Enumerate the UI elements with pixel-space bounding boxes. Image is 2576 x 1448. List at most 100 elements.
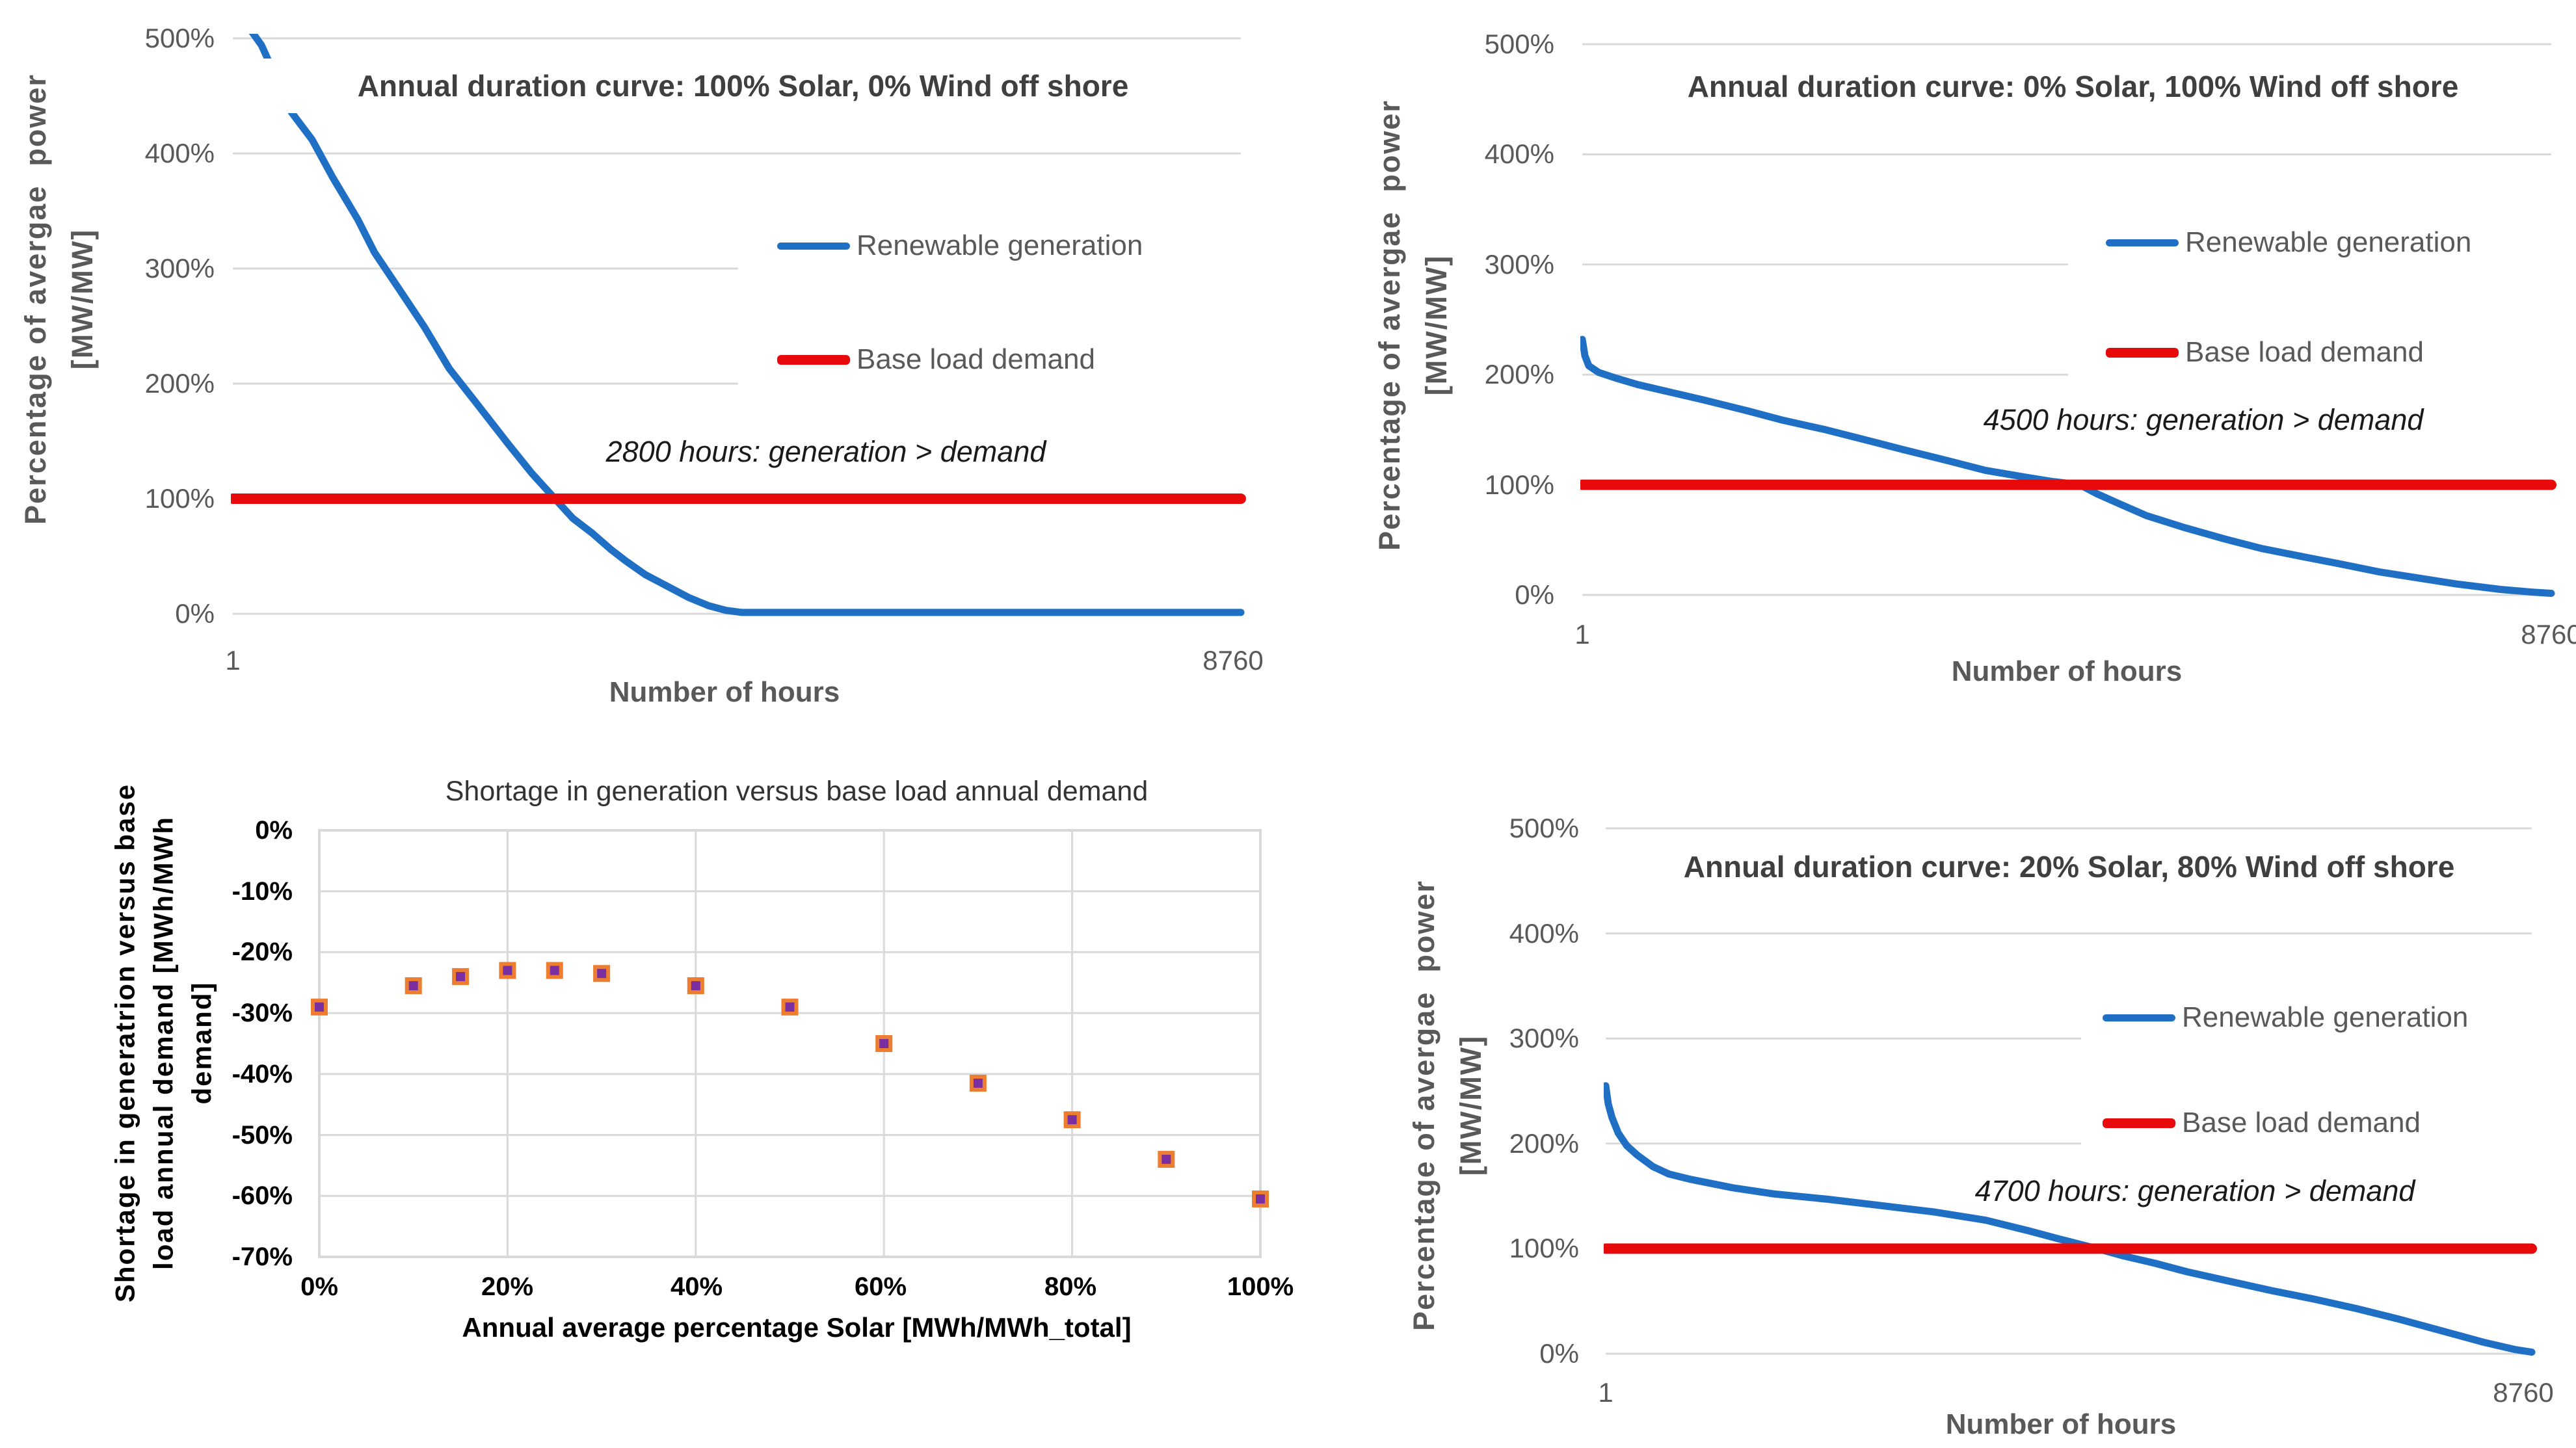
chart-canvas — [311, 829, 1269, 1258]
y-axis-title-line: [MW/MW] — [66, 228, 99, 370]
y-tick-label: -10% — [232, 877, 293, 906]
y-axis-title: Percentage of avergae power [MW/MW] — [1366, 99, 1460, 551]
y-tick-label: 200% — [1484, 359, 1554, 389]
legend-item-renewable: Renewable generation — [2103, 997, 2468, 1038]
y-tick-label: 0% — [255, 816, 293, 845]
y-tick-label: 300% — [1484, 249, 1554, 280]
series-renewable-generation — [1604, 1082, 2536, 1356]
legend-item-baseload: Base load demand — [2106, 332, 2424, 373]
y-tick-label: 400% — [144, 138, 215, 168]
chart-title: Shortage in generation versus base load … — [445, 776, 1149, 807]
annotation-hours-threshold: 4700 hours: generation > demand — [1974, 1174, 2415, 1207]
annotation-hours-threshold: 2800 hours: generation > demand — [605, 435, 1046, 468]
y-tick-label: 100% — [1509, 1233, 1579, 1263]
scatter-marker — [687, 977, 704, 994]
legend-label: Renewable generation — [2182, 1001, 2469, 1033]
scatter-marker — [969, 1074, 987, 1092]
scatter-marker — [593, 965, 611, 982]
y-axis-title-line: Percentage of avergae power — [1407, 880, 1441, 1331]
x-tick-label: 40% — [670, 1272, 723, 1301]
renewable-line-swatch — [2106, 239, 2179, 246]
scatter-marker — [1158, 1151, 1175, 1168]
y-axis-title-line: Percentage of avergae power — [19, 73, 52, 525]
annotation-hours-threshold: 4500 hours: generation > demand — [1983, 403, 2424, 436]
x-tick-label: 0% — [300, 1272, 338, 1301]
series-renewable-generation — [1580, 336, 2555, 597]
x-tick-label: 100% — [1227, 1272, 1294, 1301]
y-tick-label: 500% — [1509, 813, 1579, 843]
scatter-marker — [1063, 1111, 1081, 1129]
legend-label: Base load demand — [2185, 336, 2424, 368]
legend-label: Base load demand — [2182, 1107, 2421, 1139]
y-axis-title: Percentage of avergae power [MW/MW] — [12, 73, 106, 525]
legend-item-baseload: Base load demand — [777, 339, 1095, 380]
x-tick-label: 1 — [1598, 1377, 1613, 1408]
x-tick-label: 1 — [225, 645, 241, 676]
legend-item-baseload: Base load demand — [2103, 1103, 2421, 1143]
y-axis-title-line: Shortage in generatrion versus base — [109, 783, 140, 1303]
scatter-marker — [405, 977, 422, 994]
x-tick-label: 20% — [481, 1272, 534, 1301]
y-tick-label: 0% — [1539, 1338, 1579, 1369]
legend-item-renewable: Renewable generation — [777, 226, 1143, 266]
y-tick-label: 100% — [1484, 469, 1554, 500]
legend: Renewable generation Base load demand — [2081, 982, 2532, 1164]
chart-solar-100: 500% 400% 300% 200% 100% 0% Renewable ge… — [0, 0, 1288, 722]
y-axis-title: Percentage of avergae power [MW/MW] — [1401, 880, 1494, 1331]
y-tick-label: -70% — [232, 1243, 293, 1271]
y-tick-label: -40% — [232, 1060, 293, 1088]
legend-label: Base load demand — [856, 343, 1095, 375]
renewable-line-swatch — [777, 242, 850, 250]
chart-mix-20-80: 500% 400% 300% 200% 100% 0% Renewable ge… — [1353, 741, 2576, 1448]
x-tick-label: 60% — [854, 1272, 907, 1301]
y-tick-label: 300% — [1509, 1023, 1579, 1053]
chart-title: Annual duration curve: 20% Solar, 80% Wi… — [1606, 840, 2532, 893]
scatter-marker — [452, 968, 470, 985]
scatter-marker — [1252, 1190, 1269, 1207]
baseload-line-swatch — [2106, 347, 2179, 358]
x-tick-label: 8760 — [2493, 1377, 2554, 1408]
y-tick-label: 0% — [1515, 579, 1554, 610]
y-tick-label: -60% — [232, 1181, 293, 1210]
baseload-line-swatch — [777, 354, 850, 365]
chart-shortage-scatter: Shortage in generation versus base load … — [65, 741, 1301, 1448]
legend: Renewable generation Base load demand — [2068, 208, 2551, 397]
y-axis-title-line: load annual demand [MWh/MWh — [148, 816, 179, 1270]
chart-wind-100: 500% 400% 300% 200% 100% 0% Renewable ge… — [1353, 0, 2576, 722]
x-tick-label: 8760 — [1202, 645, 1264, 676]
y-tick-label: 500% — [1484, 29, 1554, 59]
x-axis-title: Annual average percentage Solar [MWh/MWh… — [462, 1312, 1132, 1343]
y-axis-title-line: [MW/MW] — [1420, 254, 1453, 396]
y-tick-label: -30% — [232, 999, 293, 1027]
chart-title: Annual duration curve: 0% Solar, 100% Wi… — [1600, 60, 2546, 113]
chart-title: Annual duration curve: 100% Solar, 0% Wi… — [254, 59, 1232, 113]
x-axis-title: Number of hours — [609, 676, 840, 708]
x-tick-label: 80% — [1044, 1272, 1097, 1301]
y-tick-label: 300% — [144, 253, 215, 283]
renewable-line-swatch — [2103, 1014, 2175, 1021]
y-tick-label: 200% — [1509, 1128, 1579, 1159]
y-axis-title-line: [MW/MW] — [1454, 1034, 1487, 1176]
scatter-marker — [781, 998, 799, 1016]
y-tick-label: 400% — [1509, 918, 1579, 949]
y-axis-title-line: demand] — [186, 981, 217, 1105]
y-axis-title-line: Percentage of avergae power — [1373, 99, 1406, 551]
baseload-line-swatch — [2103, 1118, 2175, 1128]
y-tick-label: 400% — [1484, 138, 1554, 169]
legend-label: Renewable generation — [856, 230, 1143, 261]
y-tick-label: 100% — [144, 483, 215, 514]
scatter-marker — [875, 1035, 893, 1052]
x-tick-label: 8760 — [2521, 619, 2576, 650]
legend-item-renewable: Renewable generation — [2106, 222, 2471, 263]
scatter-marker — [311, 998, 328, 1016]
y-tick-label: 200% — [144, 368, 215, 399]
scatter-marker — [546, 962, 563, 979]
y-tick-label: 0% — [175, 598, 215, 629]
scatter-marker — [499, 962, 516, 979]
y-tick-label: 500% — [144, 23, 215, 53]
plot-border — [318, 829, 1262, 1258]
y-axis-title: Shortage in generatrion versus base load… — [106, 783, 221, 1302]
y-tick-label: -20% — [232, 938, 293, 966]
chart-canvas — [1604, 827, 2537, 1356]
y-tick-label: -50% — [232, 1121, 293, 1150]
